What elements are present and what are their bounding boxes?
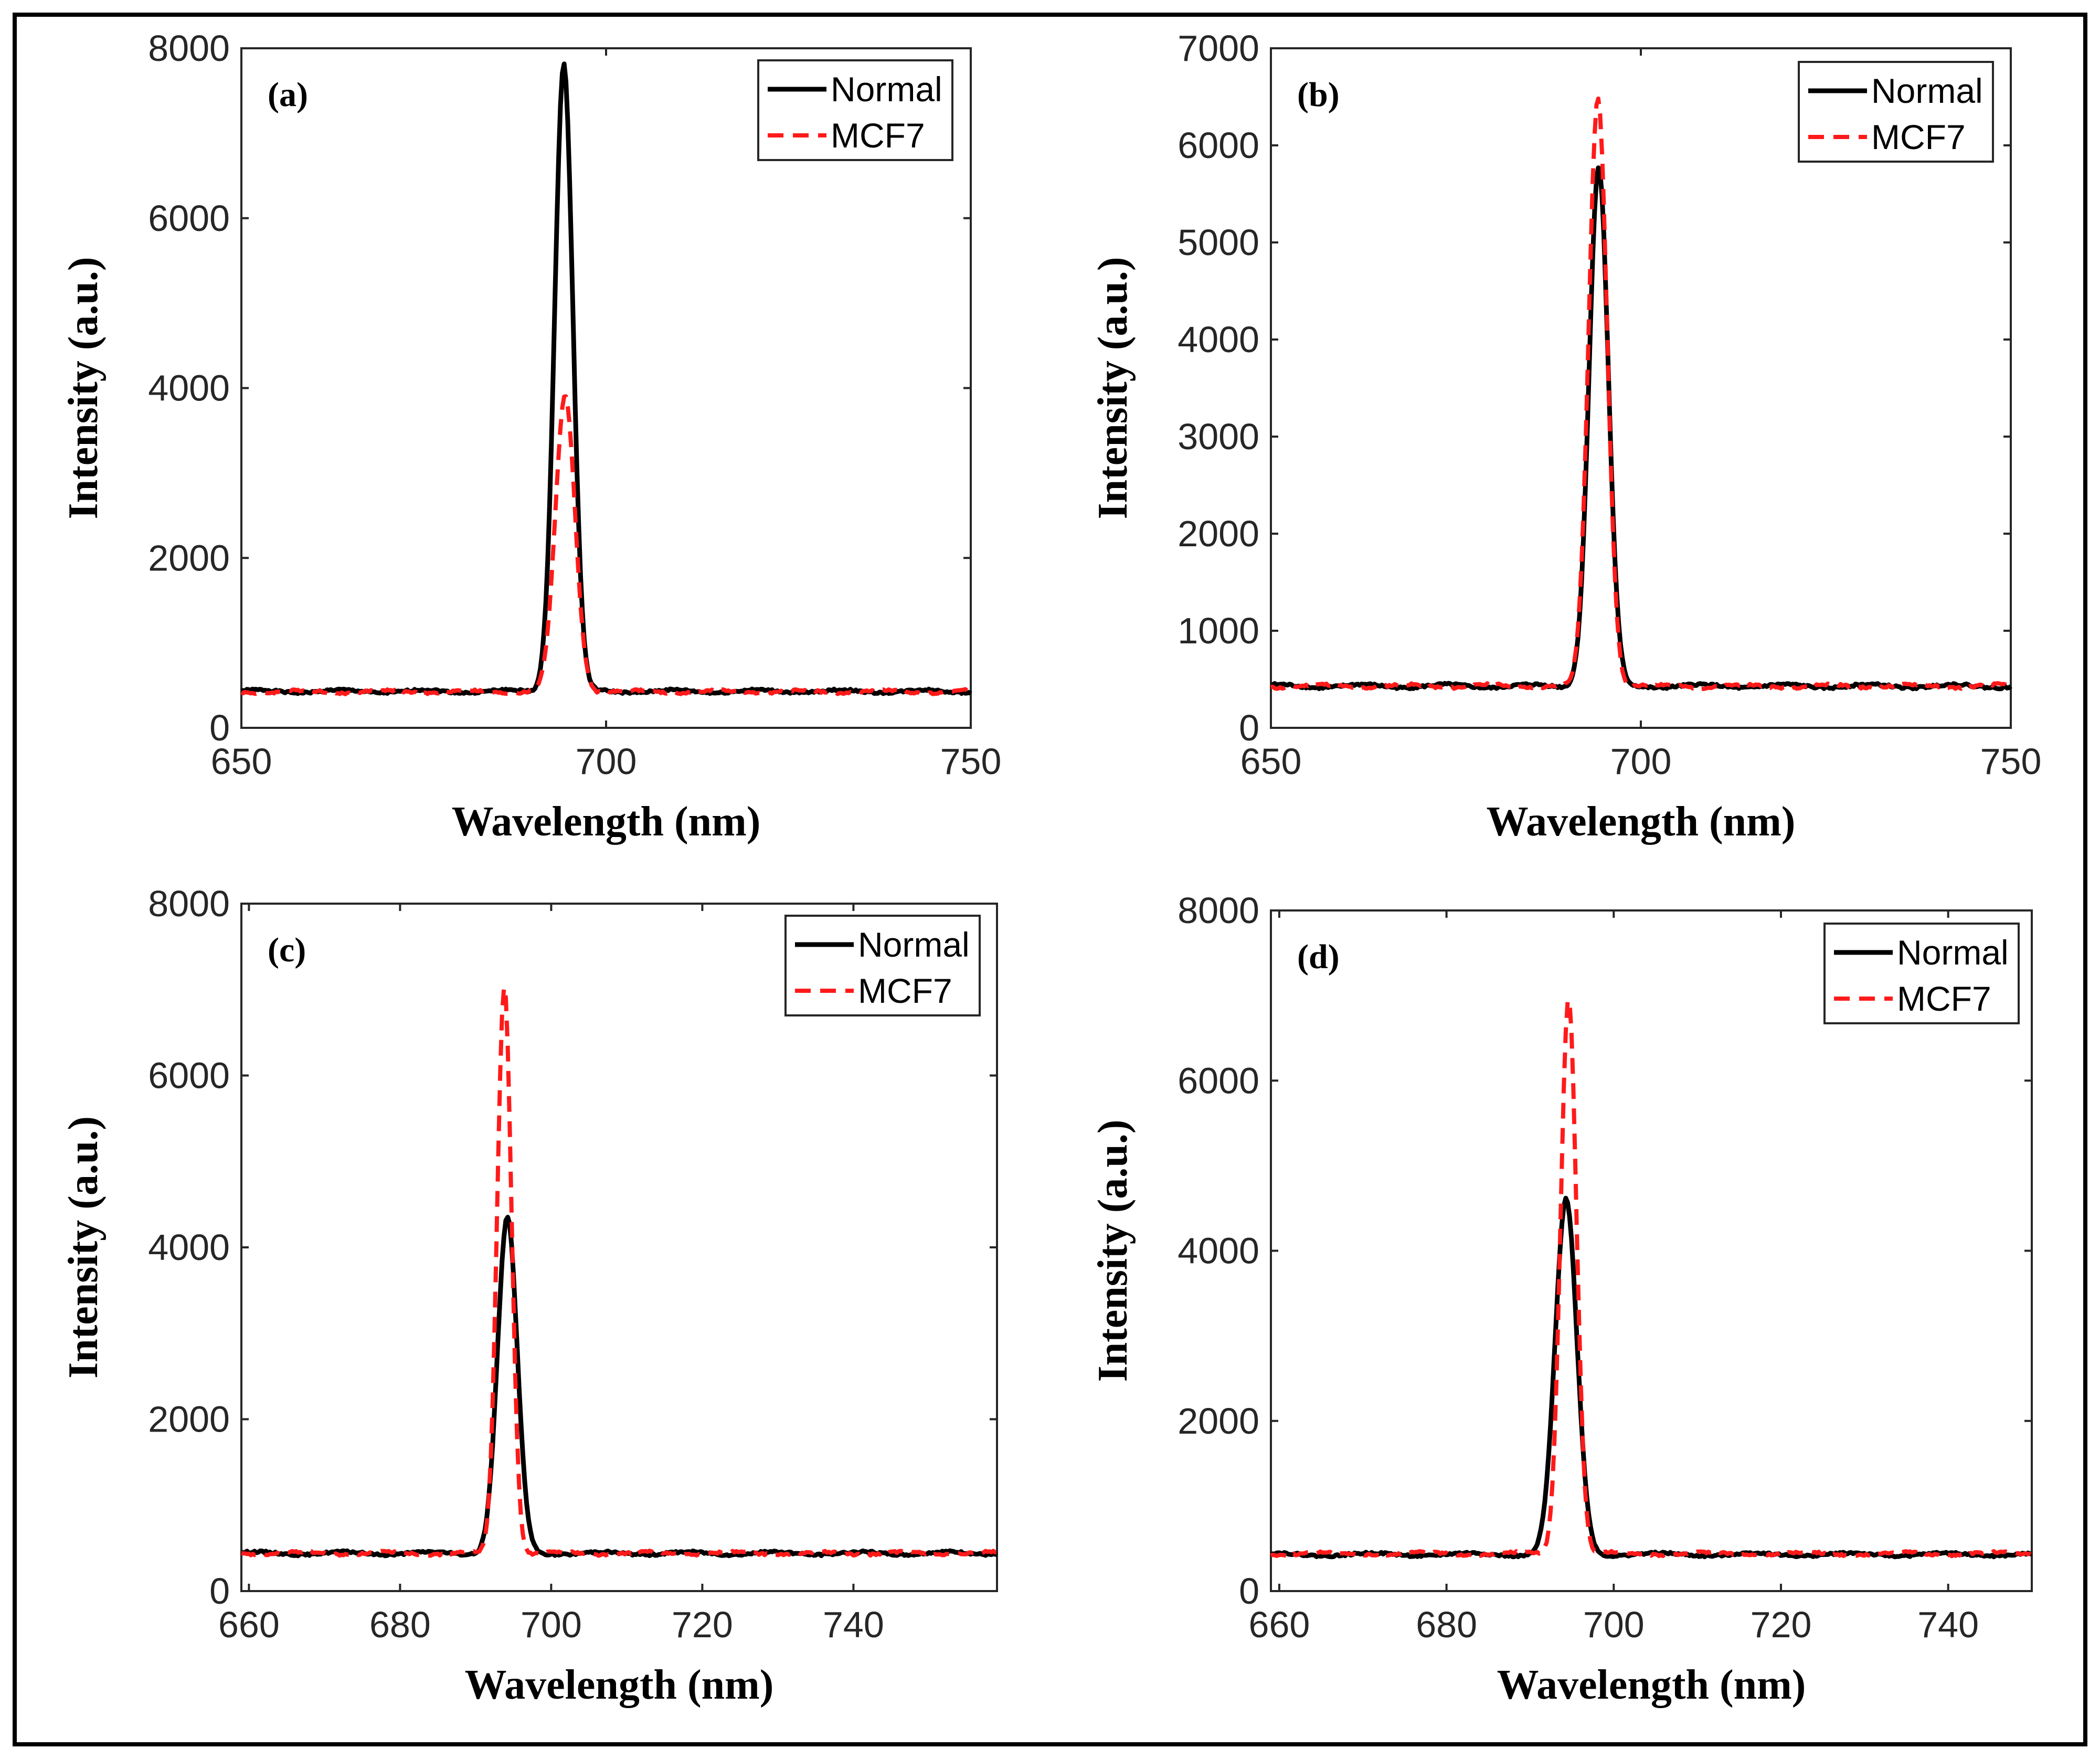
legend-c — [784, 915, 981, 1016]
series-line-mcf7-c — [240, 986, 998, 1558]
x-tick-label-a: 650 — [211, 741, 272, 782]
y-tick-label-b: 1000 — [1178, 610, 1259, 651]
y-tick-label-b: 5000 — [1178, 222, 1259, 263]
legend-label-mcf7-a: MCF7 — [831, 116, 925, 155]
y-tick-label-a: 2000 — [148, 537, 230, 578]
y-axis-title-a: Intensity (a.u.) — [60, 257, 107, 519]
x-tick-label-d: 740 — [1917, 1604, 1979, 1645]
y-tick-label-d: 8000 — [1178, 890, 1259, 931]
y-tick-label-d: 2000 — [1178, 1401, 1259, 1442]
panel-label-b: (b) — [1297, 76, 1340, 114]
x-tick-label-b: 700 — [1610, 741, 1672, 782]
chart-panel-c: 0 2000 4000 6000 8000 660 680 700 720 740 Waveleng… — [60, 883, 998, 1708]
series-line-mcf7-b — [1270, 96, 2011, 691]
panel-label-d: (d) — [1297, 938, 1340, 976]
legend-label-mcf7-c: MCF7 — [858, 971, 952, 1010]
x-tick-label-c: 680 — [369, 1604, 431, 1645]
x-axis-title-d: Wavelength (nm) — [1497, 1662, 1806, 1708]
x-tick-label-c: 720 — [672, 1604, 733, 1645]
x-tick-label-d: 700 — [1583, 1604, 1645, 1645]
y-axis-title-d: Intensity (a.u.) — [1090, 1119, 1136, 1382]
legend-label-mcf7-d: MCF7 — [1897, 979, 1991, 1018]
chart-panel-a: 0 2000 4000 6000 8000 650 700 750 Wavelength (nm… — [60, 28, 1001, 845]
y-tick-label-c: 0 — [209, 1571, 230, 1612]
y-axis-title-b: Intensity (a.u.) — [1090, 257, 1136, 519]
x-tick-label-c: 660 — [218, 1604, 280, 1645]
y-tick-label-b: 2000 — [1178, 513, 1259, 554]
panel-label-c: (c) — [268, 931, 306, 969]
x-tick-label-c: 740 — [823, 1604, 884, 1645]
x-tick-label-b: 650 — [1240, 741, 1302, 782]
y-tick-label-c: 6000 — [148, 1055, 230, 1096]
y-tick-label-a: 8000 — [148, 28, 230, 69]
series-line-mcf7-d — [1270, 999, 2033, 1559]
legend-b — [1798, 61, 1994, 163]
y-tick-label-b: 0 — [1239, 707, 1259, 748]
panel-label-a: (a) — [268, 76, 308, 114]
y-tick-label-c: 8000 — [148, 883, 230, 924]
y-tick-label-d: 6000 — [1178, 1060, 1259, 1101]
x-axis-title-a: Wavelength (nm) — [452, 799, 761, 845]
legend-d — [1823, 923, 2020, 1024]
y-tick-label-b: 4000 — [1178, 319, 1259, 360]
legend-label-normal-d: Normal — [1897, 933, 2009, 972]
legend-label-normal-a: Normal — [831, 70, 942, 109]
y-tick-label-a: 0 — [209, 707, 230, 748]
x-tick-label-a: 700 — [576, 741, 637, 782]
x-axis-title-c: Wavelength (nm) — [465, 1662, 774, 1708]
plot-area-c — [240, 903, 998, 1592]
y-tick-label-b: 7000 — [1178, 28, 1259, 69]
y-tick-label-d: 4000 — [1178, 1231, 1259, 1271]
x-tick-label-b: 750 — [1980, 741, 2042, 782]
legend-a — [757, 59, 953, 161]
y-tick-label-c: 4000 — [148, 1227, 230, 1268]
series-line-mcf7-a — [240, 394, 971, 696]
x-tick-label-d: 720 — [1751, 1604, 1812, 1645]
legend-label-normal-b: Normal — [1871, 71, 1983, 110]
y-tick-label-d: 0 — [1239, 1571, 1259, 1612]
y-tick-label-a: 4000 — [148, 368, 230, 409]
x-tick-label-d: 680 — [1416, 1604, 1477, 1645]
legend-label-normal-c: Normal — [858, 925, 970, 964]
legend-label-mcf7-b: MCF7 — [1871, 118, 1966, 156]
y-axis-title-c: Intensity (a.u.) — [60, 1116, 107, 1379]
x-tick-label-d: 660 — [1249, 1604, 1310, 1645]
x-tick-label-c: 700 — [521, 1604, 582, 1645]
x-tick-label-a: 750 — [940, 741, 1002, 782]
y-tick-label-b: 3000 — [1178, 416, 1259, 457]
chart-panel-d: 0 2000 4000 6000 8000 660 680 700 720 740 Waveleng… — [1090, 890, 2033, 1708]
y-tick-label-c: 2000 — [148, 1399, 230, 1440]
y-tick-label-a: 6000 — [148, 198, 230, 239]
figure-frame — [13, 13, 2087, 1746]
x-axis-title-b: Wavelength (nm) — [1487, 799, 1796, 845]
y-tick-label-b: 6000 — [1178, 125, 1259, 166]
chart-panel-b: 0 1000 2000 3000 4000 5000 6000 7000 650 700 750 Wa… — [1090, 28, 2041, 845]
